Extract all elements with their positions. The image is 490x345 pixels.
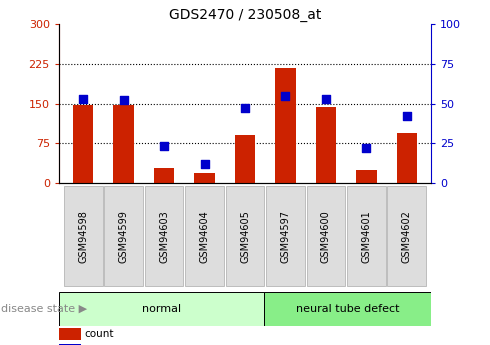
Bar — [59, 344, 81, 345]
Text: disease state ▶: disease state ▶ — [1, 304, 87, 314]
Bar — [104, 186, 143, 286]
Point — [120, 98, 127, 103]
Text: neural tube defect: neural tube defect — [296, 304, 399, 314]
Text: GSM94597: GSM94597 — [280, 210, 291, 263]
Bar — [316, 107, 336, 183]
Bar — [266, 186, 305, 286]
Point — [200, 161, 208, 167]
Bar — [356, 170, 376, 183]
Bar — [275, 68, 295, 183]
Bar — [64, 186, 102, 286]
Bar — [225, 186, 265, 286]
Bar — [388, 186, 426, 286]
Bar — [265, 292, 431, 326]
Text: GSM94603: GSM94603 — [159, 210, 169, 263]
Point — [363, 145, 370, 151]
Bar — [195, 173, 215, 183]
Point — [79, 96, 87, 101]
Bar — [59, 292, 265, 326]
Bar — [347, 186, 386, 286]
Text: GSM94602: GSM94602 — [402, 210, 412, 263]
Text: GSM94600: GSM94600 — [321, 210, 331, 263]
Point — [160, 144, 168, 149]
Point — [282, 93, 290, 98]
Text: GSM94601: GSM94601 — [362, 210, 371, 263]
Bar — [235, 135, 255, 183]
Text: normal: normal — [142, 304, 181, 314]
Bar — [154, 168, 174, 183]
Bar — [397, 132, 417, 183]
Text: GSM94599: GSM94599 — [119, 210, 128, 263]
Point — [322, 96, 330, 101]
Bar — [185, 186, 224, 286]
Text: GSM94605: GSM94605 — [240, 210, 250, 263]
Bar — [307, 186, 345, 286]
Bar — [114, 105, 134, 183]
Bar — [73, 105, 93, 183]
Bar — [59, 328, 81, 340]
Title: GDS2470 / 230508_at: GDS2470 / 230508_at — [169, 8, 321, 22]
Point — [241, 106, 249, 111]
Text: GSM94604: GSM94604 — [199, 210, 210, 263]
Point — [403, 114, 411, 119]
Text: GSM94598: GSM94598 — [78, 210, 88, 263]
Text: count: count — [85, 329, 114, 339]
Bar — [145, 186, 183, 286]
